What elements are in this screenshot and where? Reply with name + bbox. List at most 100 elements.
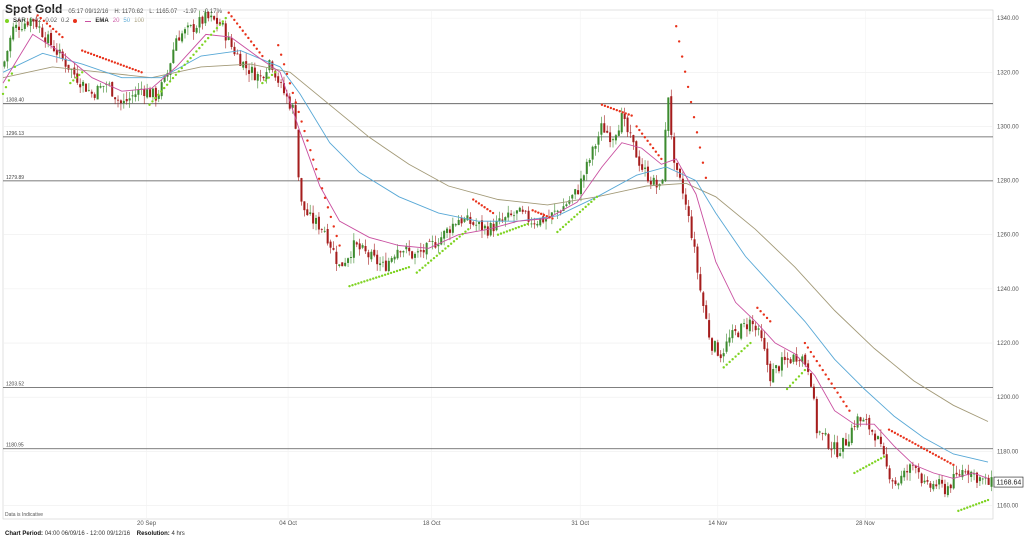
sar-dot [154, 96, 157, 100]
sar-dot [740, 349, 743, 353]
sar-dot [821, 368, 824, 372]
candle-body [17, 26, 21, 30]
candle-body [431, 240, 434, 242]
sar-dot [201, 43, 204, 46]
candle-body [568, 200, 571, 204]
candle-body [480, 220, 484, 231]
candle-body [128, 98, 131, 101]
candle-body [512, 215, 516, 217]
candle-body [6, 50, 9, 62]
sar-dot [137, 69, 140, 73]
candle-body [52, 46, 55, 52]
candle-body [941, 479, 944, 484]
candle-body [783, 356, 786, 361]
sar-dot [338, 244, 341, 247]
candle-body [201, 16, 204, 24]
candle-body [862, 419, 865, 422]
candle-body [833, 442, 836, 449]
sar-dot [882, 455, 886, 458]
sar-dot [267, 76, 271, 79]
sar-dot [464, 230, 467, 233]
x-tick-label: 04 Oct [279, 521, 297, 527]
sar-dot [372, 277, 375, 280]
sar-dot [871, 462, 874, 465]
candle-body [990, 477, 993, 487]
sar-dot [526, 222, 529, 226]
candle-body [498, 218, 501, 221]
candle-body [687, 206, 690, 216]
sar-dot [581, 208, 585, 211]
sar-dot [148, 103, 151, 106]
candle-body [885, 454, 888, 467]
sar-dot [865, 465, 868, 468]
candle-body [777, 366, 781, 372]
sar-dot [452, 240, 456, 243]
sar-dot [788, 384, 792, 388]
candle-body [824, 432, 827, 435]
sar-dot [856, 470, 859, 473]
sar-dot [415, 271, 419, 274]
quote-high: H: 1170.62 [114, 9, 144, 15]
sar-dot [297, 110, 300, 114]
candle-body [146, 89, 149, 98]
sar-dot [291, 91, 295, 95]
candle-body [204, 12, 207, 24]
sar-dot [230, 15, 233, 18]
candle-body [865, 419, 868, 420]
sar-dot [890, 430, 894, 433]
candle-body [84, 83, 88, 92]
candle-body [751, 320, 754, 325]
ema50-line [2, 50, 989, 463]
candle-body [644, 167, 647, 169]
candle-body [475, 224, 478, 226]
resolution-value: 4 hrs [171, 531, 185, 537]
sar-dot [952, 463, 955, 467]
sar-dot [638, 128, 641, 132]
candle-body [798, 360, 801, 362]
sar-dot [660, 157, 663, 161]
sar-dot [698, 146, 702, 149]
candle-body [402, 251, 405, 253]
sar-dot [157, 93, 160, 96]
sar-dot [523, 223, 526, 227]
candle-body [553, 210, 556, 212]
candle-body [44, 37, 47, 43]
candle-body [743, 322, 746, 324]
sar-dot [728, 360, 731, 364]
sar-dot [10, 72, 14, 75]
sar-dot [218, 23, 222, 26]
candle-body [411, 251, 414, 259]
candle-body [230, 37, 233, 47]
candle-body [408, 247, 411, 252]
sar-dot [270, 73, 274, 77]
candle-body [775, 365, 778, 369]
candle-body [859, 417, 862, 422]
y-tick-label: 1300.00 [997, 124, 1019, 130]
candle-body [163, 75, 166, 82]
sar-dot [140, 71, 143, 74]
candle-body [259, 75, 262, 77]
candle-body [507, 212, 510, 218]
sar-dot [317, 177, 321, 180]
candle-body [96, 85, 99, 100]
candle-body [215, 17, 219, 24]
sar-dot [300, 120, 303, 123]
candle-body [341, 262, 344, 267]
candle-body [320, 228, 323, 230]
sar-dot [615, 108, 618, 112]
candle-body [614, 135, 617, 141]
candle-body [90, 91, 93, 94]
candle-body [713, 341, 716, 352]
sar-dot [859, 468, 862, 471]
candle-body [550, 212, 553, 218]
candle-body [967, 470, 970, 476]
sar-dot [183, 63, 186, 66]
sar-dot [624, 112, 627, 115]
sar-dot [731, 358, 734, 361]
candle-body [347, 258, 350, 263]
candle-body [379, 263, 382, 266]
sar-dot [606, 105, 610, 109]
chart-footer: Chart Period: 04:00 06/09/16 - 12:00 09/… [5, 531, 185, 537]
sar-dot [39, 16, 42, 20]
